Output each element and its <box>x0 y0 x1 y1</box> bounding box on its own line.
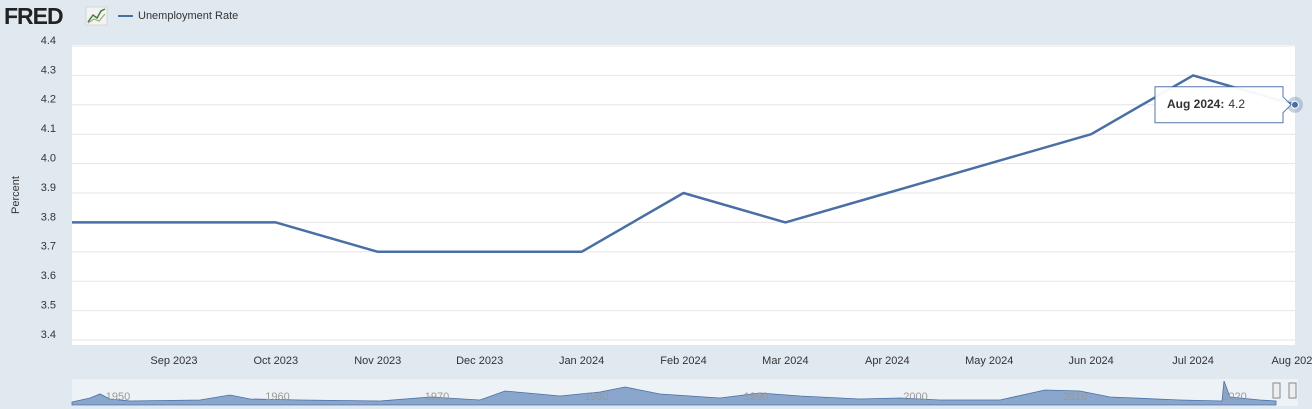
series-line <box>72 74 1296 254</box>
x-tick-label: Dec 2023 <box>456 355 503 367</box>
tooltip-text: Aug 2024: 4.2 <box>1167 97 1245 111</box>
y-tick-label: 4.2 <box>41 94 56 106</box>
x-tick-label: Sep 2023 <box>150 355 197 367</box>
y-tick-label: 3.8 <box>41 211 56 223</box>
y-tick-label: 3.9 <box>41 182 56 194</box>
y-tick-label: 4.4 <box>41 35 56 47</box>
x-tick-label: Jul 2024 <box>1172 355 1214 367</box>
y-tick-label: 3.4 <box>41 329 56 341</box>
legend-label: Unemployment Rate <box>138 10 238 22</box>
navigator-label: 1960 <box>265 391 289 403</box>
y-tick-label: 3.7 <box>41 241 56 253</box>
y-tick-label: 3.5 <box>41 300 56 312</box>
y-tick-label: 4.0 <box>41 153 56 165</box>
x-tick-label: Feb 2024 <box>660 355 706 367</box>
x-tick-label: May 2024 <box>965 355 1013 367</box>
tooltip-value: 4.2 <box>1228 97 1245 111</box>
x-tick-label: Nov 2023 <box>354 355 401 367</box>
tooltip-box <box>1154 86 1292 124</box>
hover-point <box>1291 100 1299 109</box>
plot-area <box>72 45 1295 345</box>
tooltip-label: Aug 2024: <box>1167 97 1224 111</box>
x-tick-label: Mar 2024 <box>762 355 808 367</box>
navigator: 1950 1960 1970 1980 1990 2000 2010 2020 <box>71 379 1298 406</box>
y-tick-label: 4.1 <box>41 123 56 135</box>
x-tick-label: Oct 2023 <box>254 355 299 367</box>
navigator-label: 1980 <box>584 391 608 403</box>
navigator-label: 1970 <box>425 391 449 403</box>
x-tick-label: Jan 2024 <box>559 355 604 367</box>
logo-icon <box>85 6 108 26</box>
y-tick-label: 4.3 <box>41 64 56 76</box>
y-tick-label: 3.6 <box>41 270 56 282</box>
x-tick-label: Aug 2024 <box>1271 355 1312 367</box>
navigator-label: 1990 <box>744 391 768 403</box>
navigator-label: 1950 <box>106 391 130 403</box>
x-tick-label: Apr 2024 <box>865 355 910 367</box>
logo: FRED <box>4 3 63 29</box>
navigator-label: 2000 <box>903 391 927 403</box>
y-axis-label: Percent <box>10 176 22 214</box>
navigator-label: 2010 <box>1063 391 1087 403</box>
x-tick-label: Jun 2024 <box>1069 355 1114 367</box>
navigator-label: 2020 <box>1222 391 1246 403</box>
